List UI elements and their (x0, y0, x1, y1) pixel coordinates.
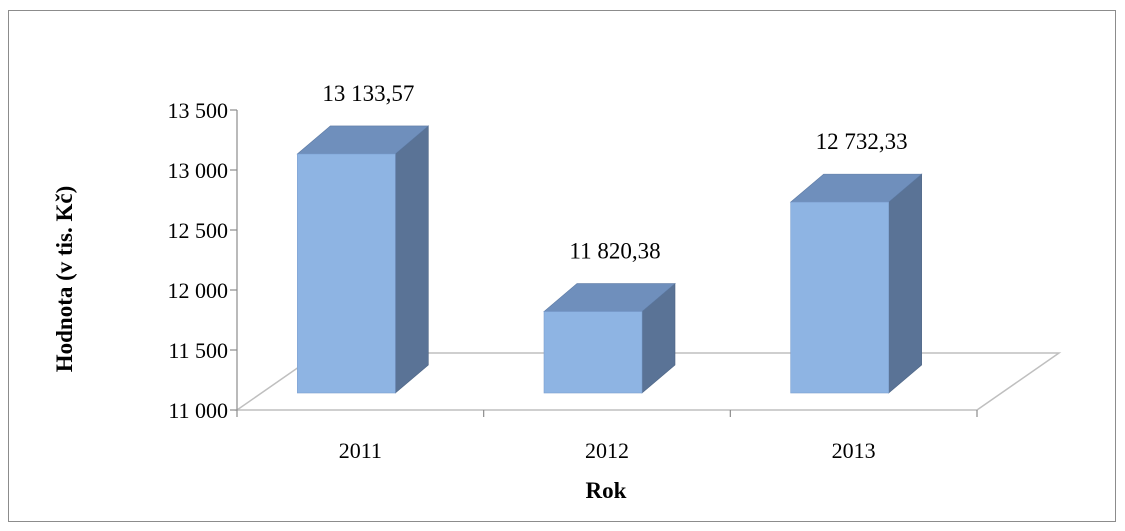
y-tick-label: 12 500 (168, 218, 229, 243)
x-axis-title: Rok (586, 478, 627, 503)
bar-side-face (888, 173, 922, 394)
bar-2012 (543, 282, 676, 394)
y-tick-label: 12 000 (168, 278, 229, 303)
bar-side-face (395, 125, 429, 394)
y-tick-label: 13 500 (168, 98, 229, 123)
y-axis-title: Hodnota (v tis. Kč) (52, 186, 77, 373)
bar-2013 (789, 173, 923, 394)
data-label: 11 820,38 (569, 239, 660, 264)
y-tick-label: 11 000 (168, 398, 228, 423)
y-tick-label: 13 000 (168, 158, 229, 183)
bar-front-face (790, 201, 889, 394)
x-tick-label: 2011 (339, 438, 382, 463)
x-tick-label: 2013 (832, 438, 876, 463)
data-label: 13 133,57 (322, 81, 414, 106)
bar-front-face (543, 311, 643, 394)
bar-front-face (297, 153, 396, 394)
bar-2011 (296, 125, 430, 394)
chart-frame (8, 10, 1116, 522)
data-label: 12 732,33 (816, 129, 908, 154)
y-tick-label: 11 500 (168, 338, 228, 363)
x-tick-label: 2012 (585, 438, 629, 463)
